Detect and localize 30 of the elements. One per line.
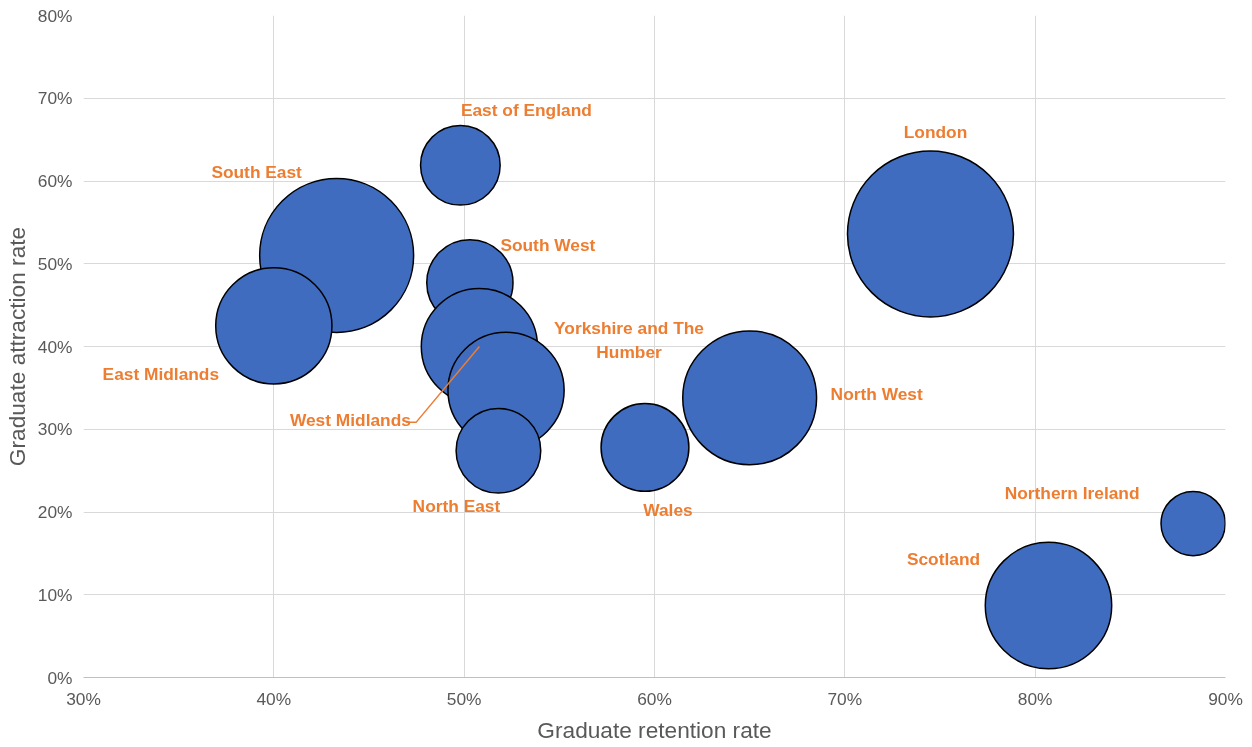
x-tick-label: 60%: [637, 688, 672, 709]
x-tick-label: 50%: [446, 688, 482, 709]
y-tick-label: 70%: [37, 88, 73, 109]
y-tick-label: 50%: [37, 253, 73, 274]
series-label: East Midlands: [102, 363, 220, 384]
series-label: North West: [830, 383, 923, 404]
y-tick-label: 30%: [37, 419, 73, 440]
y-tick-label: 80%: [37, 5, 73, 26]
text: West Midlands: [289, 409, 411, 430]
y-tick-label: 0%: [47, 667, 73, 688]
series-label: Wales: [643, 500, 693, 521]
series-label: South East: [211, 162, 303, 183]
x-tick-label: 30%: [66, 688, 101, 709]
y-tick-label: 10%: [37, 584, 73, 605]
x-tick-label: 90%: [1208, 688, 1243, 709]
y-tick-label: 60%: [37, 171, 73, 191]
series-label: East of England: [460, 100, 592, 121]
series-label: Scotland: [906, 548, 981, 569]
x-tick-label: 70%: [827, 688, 863, 709]
series-label: North East: [412, 495, 501, 516]
y-tick-label: 20%: [37, 502, 73, 522]
series-label: Yorkshire and The Humber: [554, 318, 705, 363]
y-tick-label: 40%: [37, 336, 73, 357]
x-tick-label: 80%: [1017, 688, 1053, 709]
series-label: Northern Ireland: [1004, 482, 1140, 503]
series-label: South West: [500, 234, 596, 255]
series-label: London: [903, 121, 968, 142]
x-axis-title: Graduate retention rate: [537, 716, 772, 743]
y-axis-title: Graduate attraction rate: [3, 226, 30, 467]
x-tick-label: 40%: [256, 688, 292, 709]
